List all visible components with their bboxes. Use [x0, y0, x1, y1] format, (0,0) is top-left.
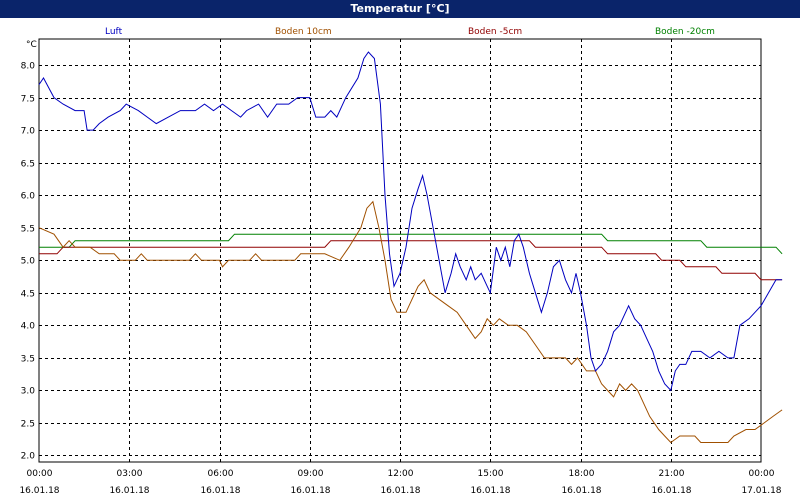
- y-tick-label: 4.0: [21, 322, 36, 332]
- x-tick-time: 00:00: [27, 469, 53, 479]
- series-lines: [38, 51, 783, 444]
- y-tick-label: 2.5: [21, 420, 35, 430]
- legend-item-boden-5cm: Boden -5cm: [468, 27, 522, 37]
- y-tick-label: 5.0: [21, 257, 36, 267]
- grid-lines: [39, 39, 761, 462]
- legend-item-boden-10cm: Boden 10cm: [275, 27, 332, 37]
- x-tick-time: 18:00: [569, 469, 595, 479]
- y-tick-label: 3.5: [21, 355, 35, 365]
- y-axis-label: °C: [26, 40, 37, 50]
- series-line-boden-10cm: [38, 200, 783, 444]
- x-tick-date: 16.01.18: [290, 486, 330, 496]
- x-tick-date: 16.01.18: [380, 486, 420, 496]
- series-line-boden-20cm: [39, 233, 783, 255]
- y-tick-label: 7.5: [21, 95, 35, 105]
- y-tick-label: 6.5: [21, 160, 35, 170]
- temperature-chart: 2.02.53.03.54.04.55.05.56.06.57.07.58.0 …: [19, 27, 783, 496]
- x-tick-time: 21:00: [659, 469, 685, 479]
- series-line-luft: [38, 51, 783, 392]
- series-line-boden-5cm: [39, 240, 783, 281]
- y-tick-label: 2.0: [21, 452, 36, 462]
- legend-item-luft: Luft: [105, 27, 123, 37]
- x-tick-time: 15:00: [478, 469, 504, 479]
- y-tick-label: 6.0: [21, 192, 36, 202]
- x-tick-time: 12:00: [388, 469, 414, 479]
- y-axis-ticks: 2.0 2.5 3.0 3.5 4.0 4.5 5.0 5.5 6.0 6.5 7.0 7.5 8.0: [21, 62, 36, 462]
- y-tick-label: 8.0: [21, 62, 36, 72]
- x-tick-time: 09:00: [298, 469, 324, 479]
- x-tick-date: 17.01.18: [741, 486, 781, 496]
- x-tick-time: 06:00: [208, 469, 234, 479]
- y-tick-label: 7.0: [21, 127, 36, 137]
- window-title: Temperatur [°C]: [0, 0, 800, 18]
- x-tick-date: 16.01.18: [200, 486, 240, 496]
- legend-item-boden-20cm: Boden -20cm: [655, 27, 715, 37]
- x-tick-date: 16.01.18: [651, 486, 691, 496]
- legend: Luft Boden 10cm Boden -5cm Boden -20cm: [105, 27, 715, 37]
- x-tick-date: 16.01.18: [561, 486, 601, 496]
- y-tick-label: 4.5: [21, 290, 35, 300]
- x-tick-date: 16.01.18: [470, 486, 510, 496]
- x-axis-ticks: 00:00 16.01.18 03:00 16.01.18 06:00 16.01.18 0…: [19, 469, 781, 496]
- x-tick-time: 00:00: [749, 469, 775, 479]
- x-tick-date: 16.01.18: [19, 486, 59, 496]
- y-tick-label: 5.5: [21, 225, 35, 235]
- y-tick-label: 3.0: [21, 387, 36, 397]
- x-tick-date: 16.01.18: [109, 486, 149, 496]
- x-tick-time: 03:00: [117, 469, 143, 479]
